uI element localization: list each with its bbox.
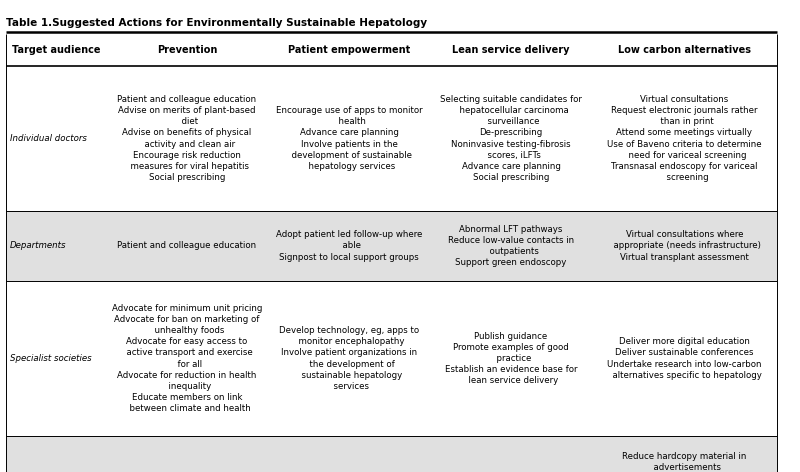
Text: Publish guidance
Promote examples of good
  practice
Establish an evidence base : Publish guidance Promote examples of goo… [445, 332, 578, 385]
Text: Encourage use of apps to monitor
  health
Advance care planning
Involve patients: Encourage use of apps to monitor health … [276, 106, 422, 171]
Text: Adopt patient led follow-up where
  able
Signpost to local support groups: Adopt patient led follow-up where able S… [276, 230, 422, 261]
Text: Prevention: Prevention [157, 45, 217, 55]
Text: Advocate for minimum unit pricing
Advocate for ban on marketing of
  unhealthy f: Advocate for minimum unit pricing Advoca… [112, 304, 262, 413]
Text: Lean service delivery: Lean service delivery [452, 45, 570, 55]
Text: Individual doctors: Individual doctors [10, 134, 87, 143]
Text: Deliver more digital education
Deliver sustainable conferences
Undertake researc: Deliver more digital education Deliver s… [607, 337, 762, 379]
Bar [6, 436, 777, 472]
Text: Patient empowerment: Patient empowerment [288, 45, 410, 55]
Bar [6, 34, 777, 66]
Text: Target audience: Target audience [12, 45, 100, 55]
Text: Selecting suitable candidates for
  hepatocellular carcinoma
  surveillance
De-p: Selecting suitable candidates for hepato… [440, 95, 582, 182]
Text: Develop technology, eg, apps to
  monitor encephalopathy
Involve patient organiz: Develop technology, eg, apps to monitor … [279, 326, 419, 391]
Text: Virtual consultations where
  appropriate (needs infrastructure)
Virtual transpl: Virtual consultations where appropriate … [608, 230, 761, 261]
Text: Departments: Departments [10, 242, 66, 251]
Text: Low carbon alternatives: Low carbon alternatives [618, 45, 751, 55]
Bar [6, 66, 777, 211]
Bar [6, 281, 777, 436]
Text: Abnormal LFT pathways
Reduce low-value contacts in
  outpatients
Support green e: Abnormal LFT pathways Reduce low-value c… [448, 225, 574, 267]
Text: Patient and colleague education
Advise on merits of plant-based
  diet
Advise on: Patient and colleague education Advise o… [118, 95, 257, 182]
Text: Reduce hardcopy material in
  advertisements
Reduce waste in packaging of
  medi: Reduce hardcopy material in advertisemen… [606, 452, 763, 472]
Bar [6, 211, 777, 281]
Text: Table 1.Suggested Actions for Environmentally Sustainable Hepatology: Table 1.Suggested Actions for Environmen… [6, 18, 427, 28]
Text: Patient and colleague education: Patient and colleague education [118, 242, 257, 251]
Text: Specialist societies: Specialist societies [10, 354, 92, 363]
Text: Virtual consultations
Request electronic journals rather
  than in print
Attend : Virtual consultations Request electronic… [607, 95, 762, 182]
